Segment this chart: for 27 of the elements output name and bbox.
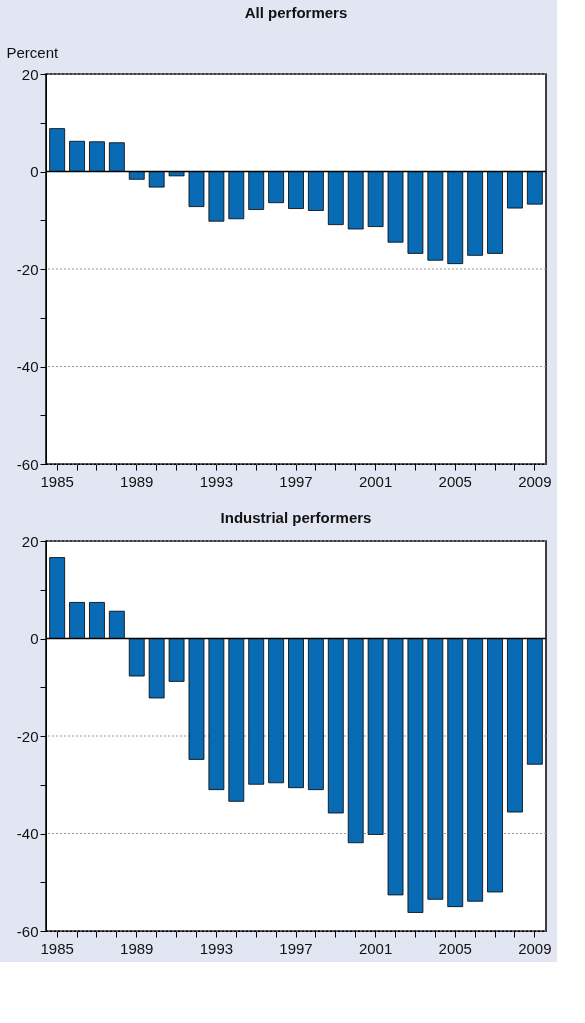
x-tick-label: 1993 (199, 472, 234, 490)
y-tick-label: 20 (21, 65, 39, 83)
x-tick-label: 1997 (279, 472, 313, 490)
y-tick-label: -40 (16, 358, 39, 375)
x-tick-label: 1989 (120, 472, 154, 490)
y-tick-label: -40 (16, 825, 39, 842)
chart-title: Industrial performers (220, 509, 372, 526)
y-tick-label: -20 (16, 727, 39, 745)
x-tick-label: 2005 (438, 472, 472, 490)
y-tick-label: 0 (30, 630, 39, 647)
x-tick-label: 2005 (438, 939, 472, 957)
x-tick-label: 1993 (199, 939, 234, 957)
x-tick-label: 2009 (518, 939, 552, 957)
x-tick-label: 2009 (518, 472, 552, 490)
y-tick-label: 0 (30, 163, 39, 180)
y-tick-label: -60 (16, 455, 39, 473)
x-tick-label: 1985 (40, 472, 74, 490)
y-axis-title: Percent (6, 43, 60, 61)
x-tick-label: 1989 (120, 939, 154, 957)
y-tick-label: -60 (16, 922, 39, 940)
x-tick-label: 2001 (358, 939, 393, 957)
y-tick-label: 20 (21, 532, 39, 550)
x-tick-label: 1997 (279, 939, 313, 957)
y-tick-label: -20 (16, 260, 39, 278)
x-tick-label: 1985 (40, 939, 74, 957)
x-tick-label: 2001 (358, 472, 393, 490)
chart-title: All performers (244, 4, 348, 21)
